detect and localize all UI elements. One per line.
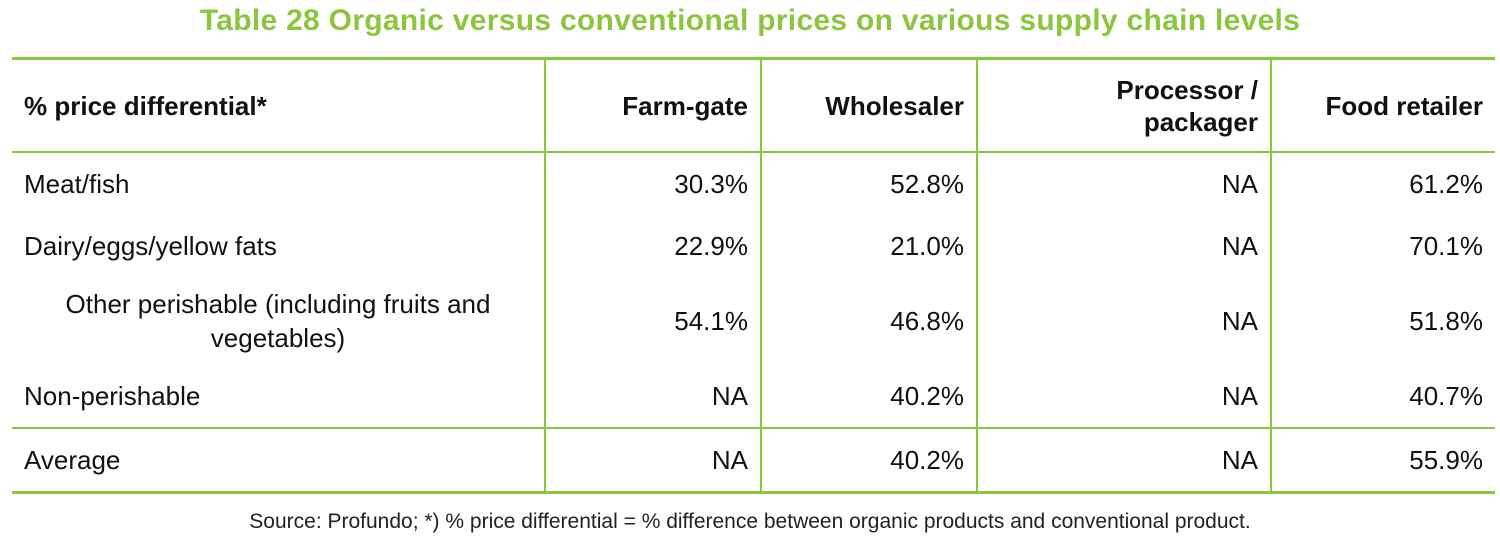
price-differential-table: % price differential* Farm-gate Wholesal… [12,57,1495,494]
cell-farm-gate: NA [544,365,761,428]
table-title: Table 28 Organic versus conventional pri… [199,4,1301,37]
source-note: Source: Profundo; *) % price differentia… [249,510,1251,533]
average-wholesaler: 40.2% [760,427,977,493]
cell-wholesaler: 21.0% [760,215,977,277]
average-retailer: 55.9% [1270,427,1495,493]
cell-retailer: 70.1% [1270,215,1495,277]
average-farm-gate: NA [544,427,761,493]
cell-processor: NA [976,365,1271,428]
average-row: Average NA 40.2% NA 55.9% [12,427,1495,493]
row-label-line2: vegetables) [210,323,346,353]
cell-farm-gate: 30.3% [544,152,761,215]
cell-farm-gate: 54.1% [544,277,761,365]
header-price-differential: % price differential* [12,58,545,153]
header-wholesaler: Wholesaler [760,58,977,153]
header-processor-line2: packager [1143,106,1258,137]
table-row: Non-perishable NA 40.2% NA 40.7% [12,365,1495,428]
cell-retailer: 61.2% [1270,152,1495,215]
header-processor-packager: Processor / packager [976,58,1271,153]
cell-farm-gate: 22.9% [544,215,761,277]
table-row: Dairy/eggs/yellow fats 22.9% 21.0% NA 70… [12,215,1495,277]
row-label: Meat/fish [24,168,130,199]
average-label: Average [12,427,545,493]
row-label: Dairy/eggs/yellow fats [24,230,277,261]
cell-wholesaler: 46.8% [760,277,977,365]
header-processor-line1: Processor / [1116,74,1258,105]
row-label-line1: Other perishable (including fruits and [65,289,491,319]
cell-processor: NA [976,152,1271,215]
header-row: % price differential* Farm-gate Wholesal… [12,58,1495,153]
cell-wholesaler: 52.8% [760,152,977,215]
cell-processor: NA [976,277,1271,365]
cell-wholesaler: 40.2% [760,365,977,428]
cell-retailer: 51.8% [1270,277,1495,365]
cell-processor: NA [976,215,1271,277]
row-label: Non-perishable [24,380,201,411]
cell-retailer: 40.7% [1270,365,1495,428]
average-processor: NA [976,427,1271,493]
header-food-retailer: Food retailer [1270,58,1495,153]
table-row: Other perishable (including fruits and ve… [12,277,1495,365]
row-label: Other perishable (including fruits and ve… [12,277,545,365]
header-farm-gate: Farm-gate [544,58,761,153]
table-row: Meat/fish 30.3% 52.8% NA 61.2% [12,152,1495,215]
